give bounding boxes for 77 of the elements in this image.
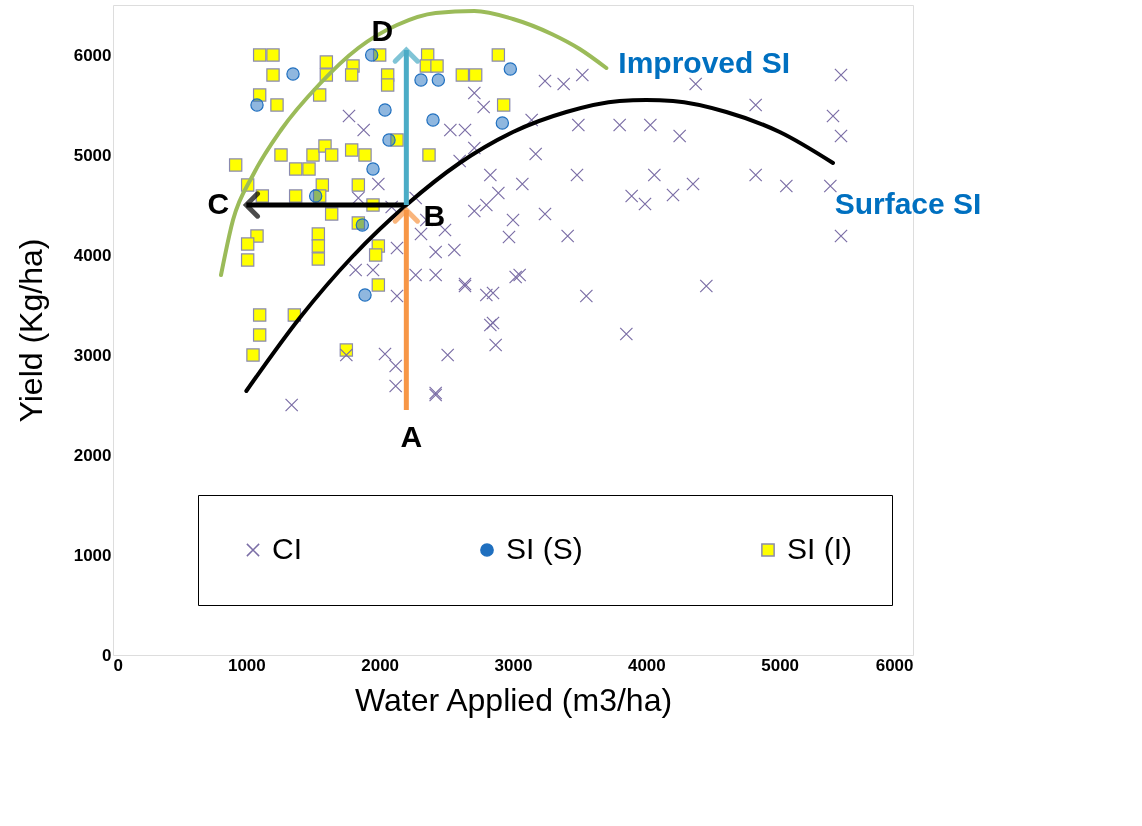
point — [306, 148, 320, 162]
point — [355, 218, 370, 232]
point — [368, 248, 383, 262]
series-label: Surface SI — [834, 187, 982, 220]
point — [495, 116, 510, 130]
y-tick-label: 2000 — [73, 445, 112, 465]
point — [266, 48, 280, 62]
point — [274, 148, 288, 162]
point — [468, 68, 483, 82]
line-series — [244, 98, 835, 393]
point — [311, 239, 326, 253]
legend-label: CI — [272, 532, 302, 565]
point — [266, 68, 280, 82]
point — [252, 328, 267, 342]
point — [364, 48, 379, 62]
point — [228, 158, 243, 172]
point — [288, 162, 303, 176]
legend-label: SI (I) — [787, 532, 852, 565]
point — [252, 88, 267, 102]
point — [491, 48, 506, 62]
y-tick-label: 1000 — [73, 545, 112, 565]
point — [246, 348, 260, 362]
annotation: B — [423, 199, 446, 232]
point — [312, 88, 327, 102]
y-tick-label: 3000 — [73, 345, 112, 365]
annotation: A — [400, 420, 423, 453]
point — [426, 113, 440, 127]
point — [311, 252, 326, 266]
point — [302, 162, 316, 176]
x-tick-label: 1000 — [227, 655, 266, 675]
point — [422, 148, 436, 162]
point — [250, 229, 264, 243]
point — [358, 288, 372, 302]
y-axis-title: Yield (Kg/ha) — [12, 238, 49, 423]
point — [240, 253, 255, 267]
x-tick-label: 6000 — [875, 655, 914, 675]
point — [344, 68, 359, 82]
point — [455, 68, 470, 82]
point — [366, 162, 380, 176]
point — [270, 98, 284, 112]
point — [250, 98, 264, 112]
x-tick-label: 3000 — [494, 655, 533, 675]
point — [358, 148, 372, 162]
point — [431, 73, 446, 87]
point — [240, 237, 255, 251]
point — [252, 48, 267, 62]
series-label: Improved SI — [618, 46, 791, 79]
point — [390, 133, 404, 147]
point — [378, 103, 392, 117]
point — [372, 48, 387, 62]
y-tick-label: 6000 — [73, 45, 112, 65]
point — [430, 59, 444, 73]
point — [503, 62, 518, 76]
y-tick-label: 5000 — [73, 145, 112, 165]
point — [286, 67, 300, 81]
point — [414, 73, 428, 87]
point — [351, 178, 366, 192]
x-axis-title: Water Applied (m3/ha) — [354, 681, 673, 718]
point — [252, 308, 267, 322]
point — [324, 148, 339, 162]
annotation: C — [207, 187, 230, 220]
point — [382, 133, 396, 147]
point — [308, 189, 323, 203]
legend-label: SI (S) — [506, 532, 583, 565]
point — [496, 98, 511, 112]
x-tick-label: 4000 — [627, 655, 666, 675]
x-tick-label: 2000 — [361, 655, 400, 675]
point — [324, 207, 339, 221]
point — [371, 278, 386, 292]
point — [312, 189, 327, 203]
point — [319, 55, 334, 69]
point — [288, 189, 303, 203]
point — [351, 216, 366, 230]
point — [380, 78, 395, 92]
point — [344, 143, 359, 157]
y-tick-label: 4000 — [73, 245, 112, 265]
x-tick-label: 5000 — [761, 655, 800, 675]
